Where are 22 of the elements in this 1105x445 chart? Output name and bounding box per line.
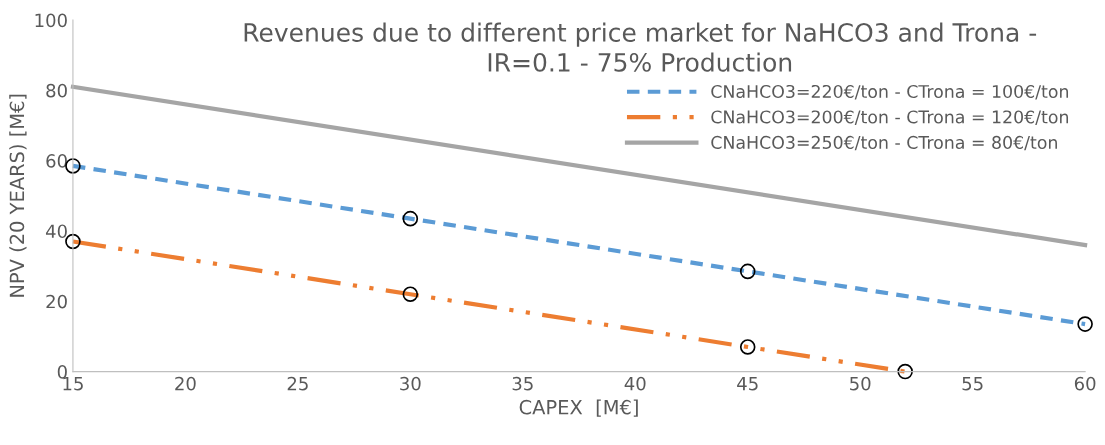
legend-label: CNaHCO3=250€/ton - CTrona = 80€/ton <box>711 135 1057 151</box>
x-tick-label: 40 <box>624 376 646 391</box>
legend-label: CNaHCO3=220€/ton - CTrona = 100€/ton <box>711 84 1069 100</box>
y-tick-label: 40 <box>45 224 67 239</box>
x-tick-label: 35 <box>512 376 533 391</box>
y-tick-label: 0 <box>57 365 67 379</box>
x-tick-label: 55 <box>962 376 983 391</box>
x-tick-label: 50 <box>850 376 871 391</box>
y-axis-title: NPV (20 YEARS) [M€] <box>9 94 27 297</box>
text: Revenues due to different price market for NaHCO3 and Trona - IR=0.1 - 75% Production <box>244 22 1037 72</box>
x-tick-label: 30 <box>400 376 421 391</box>
x-tick-label: 15 <box>63 376 83 391</box>
legend-label: CNaHCO3=200€/ton - CTrona = 120€/ton <box>711 110 1069 125</box>
x-tick-label: 60 <box>1074 376 1096 391</box>
x-axis-title: CAPEX [M€] <box>519 399 638 417</box>
y-tick-label: 80 <box>46 83 67 98</box>
x-tick-label: 25 <box>287 376 308 391</box>
y-tick-label: 60 <box>46 154 67 168</box>
x-tick-label: 20 <box>175 376 196 391</box>
y-tick-label: 20 <box>46 294 67 309</box>
x-tick-label: 45 <box>737 376 758 391</box>
y-tick-label: 100 <box>35 13 67 28</box>
